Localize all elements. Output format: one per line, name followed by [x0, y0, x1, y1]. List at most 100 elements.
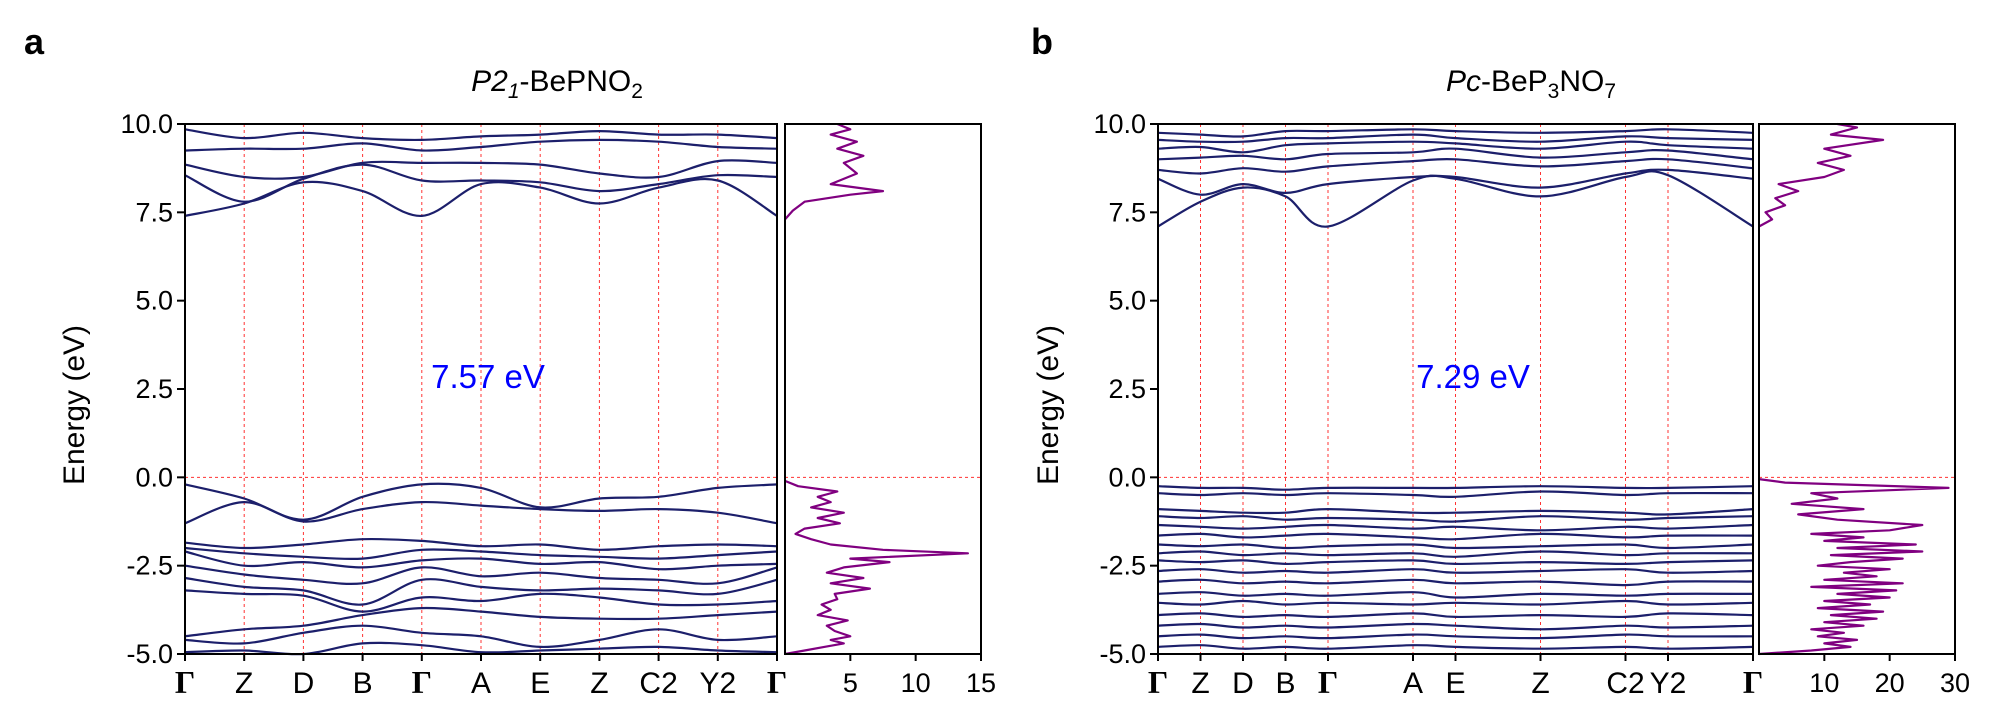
panel-b-bands: [1157, 128, 1754, 650]
kpath-label: Z: [1531, 667, 1549, 700]
band-line: [1157, 633, 1754, 640]
kpath-label: B: [353, 667, 373, 700]
panel-a-y-axis-label: Energy (eV): [58, 325, 91, 485]
band-line: [1157, 622, 1754, 631]
kpath-label: C2: [639, 667, 677, 700]
panel-a-gap-label: 7.57 eV: [431, 358, 545, 395]
panel-b-y-ticks: 10.0 7.5 5.0 2.5 0.0 -2.5 -5.0: [1093, 109, 1158, 669]
kpath-label: B: [1275, 667, 1295, 700]
band-line: [184, 589, 778, 613]
band-line: [184, 564, 778, 585]
panel-a-kpoint-gridlines: [185, 124, 777, 654]
y-tick-label: 10.0: [120, 109, 173, 139]
panel-a-kpath-labels: Γ Z D B Γ A E Z C2 Y2 Γ: [175, 654, 787, 700]
band-line: [1157, 170, 1754, 228]
y-tick-label: -5.0: [126, 639, 173, 669]
kpath-label: Γ: [1148, 664, 1168, 700]
y-tick-label: 2.5: [135, 374, 173, 404]
band-line: [184, 576, 778, 606]
kpath-label: Γ: [175, 664, 195, 700]
kpath-label: Γ: [1743, 664, 1763, 700]
dos-x-tick-label: 5: [843, 668, 858, 698]
band-line: [1157, 168, 1754, 196]
panel-a: a P21-BePNO2 Energy (eV) 10.0 7.5 5.0 2.5 0.…: [24, 21, 996, 700]
y-tick-label: 0.0: [1108, 462, 1146, 492]
band-line: [184, 128, 778, 142]
band-line: [184, 163, 778, 203]
y-tick-label: -2.5: [126, 551, 173, 581]
y-tick-label: 5.0: [1108, 286, 1146, 316]
kpath-label: D: [1232, 667, 1254, 700]
band-line: [1157, 147, 1754, 161]
y-tick-label: -2.5: [1099, 551, 1146, 581]
panel-b-label: b: [1031, 21, 1053, 62]
band-line: [1157, 612, 1754, 619]
y-tick-label: 7.5: [135, 197, 173, 227]
panel-a-dos-curve: [784, 122, 969, 656]
panel-b-gap-label: 7.29 eV: [1416, 358, 1530, 395]
dos-x-tick-label: 15: [966, 668, 996, 698]
dos-line: [1758, 478, 1950, 656]
kpath-label: D: [293, 667, 315, 700]
band-line: [1157, 599, 1754, 606]
band-line: [184, 537, 778, 551]
panel-b-dos-frame: [1758, 123, 1956, 655]
dos-line: [1758, 122, 1885, 228]
band-line: [1157, 578, 1754, 587]
panel-b-kpoint-gridlines: [1158, 124, 1753, 654]
band-line: [1157, 644, 1754, 650]
panel-b-y-axis-label: Energy (eV): [1032, 325, 1065, 485]
dos-line: [784, 479, 969, 656]
band-line: [184, 624, 778, 649]
band-line: [1157, 515, 1754, 523]
kpath-label: A: [471, 667, 491, 700]
kpath-label: Γ: [1318, 664, 1338, 700]
band-line: [1157, 523, 1754, 532]
band-line: [1157, 140, 1754, 154]
band-line: [1157, 543, 1754, 550]
y-tick-label: 2.5: [1108, 374, 1146, 404]
band-line: [184, 159, 778, 180]
panel-b: b Pc-BeP3NO7 Energy (eV) 10.0 7.5 5.0 2.5 0.…: [1031, 21, 1970, 700]
kpath-label: A: [1403, 667, 1423, 700]
y-tick-label: 7.5: [1108, 197, 1146, 227]
band-line: [1157, 507, 1754, 516]
band-line: [1157, 485, 1754, 491]
dos-x-tick-label: 10: [901, 668, 931, 698]
band-line: [1157, 490, 1754, 499]
band-line: [1157, 157, 1754, 175]
band-line: [1157, 559, 1754, 566]
kpath-label: Γ: [412, 664, 432, 700]
band-line: [1157, 550, 1754, 558]
panel-a-dos-frame: [784, 123, 982, 655]
panel-a-dos-x-ticks: 5 10 15: [843, 654, 996, 698]
dos-line: [784, 122, 885, 221]
panel-a-label: a: [24, 21, 45, 62]
dos-x-tick-label: 30: [1940, 668, 1970, 698]
panel-b-dos-curve: [1758, 122, 1950, 656]
panel-a-title: P21-BePNO2: [471, 65, 643, 103]
band-line: [184, 550, 778, 571]
band-line: [184, 500, 778, 525]
kpath-label: Z: [235, 667, 253, 700]
kpath-label: Γ: [767, 664, 787, 700]
dos-x-tick-label: 20: [1875, 668, 1905, 698]
kpath-label: Y2: [699, 667, 736, 700]
y-tick-label: 10.0: [1093, 109, 1146, 139]
band-line: [1157, 133, 1754, 144]
panel-b-dos-x-ticks: 10 20 30: [1809, 654, 1970, 698]
panel-a-y-ticks: 10.0 7.5 5.0 2.5 0.0 -2.5 -5.0: [120, 109, 185, 669]
kpath-label: Z: [590, 667, 608, 700]
panel-b-title: Pc-BeP3NO7: [1446, 65, 1616, 103]
y-tick-label: 0.0: [135, 462, 173, 492]
band-line: [184, 606, 778, 638]
band-line: [1157, 591, 1754, 599]
band-line: [184, 546, 778, 561]
kpath-label: E: [530, 667, 550, 700]
kpath-label: C2: [1606, 667, 1644, 700]
band-line: [1157, 128, 1754, 138]
panel-b-kpath-labels: Γ Z D B Γ A E Z C2 Y2 Γ: [1148, 654, 1763, 700]
y-tick-label: 5.0: [135, 286, 173, 316]
band-line: [1157, 568, 1754, 574]
